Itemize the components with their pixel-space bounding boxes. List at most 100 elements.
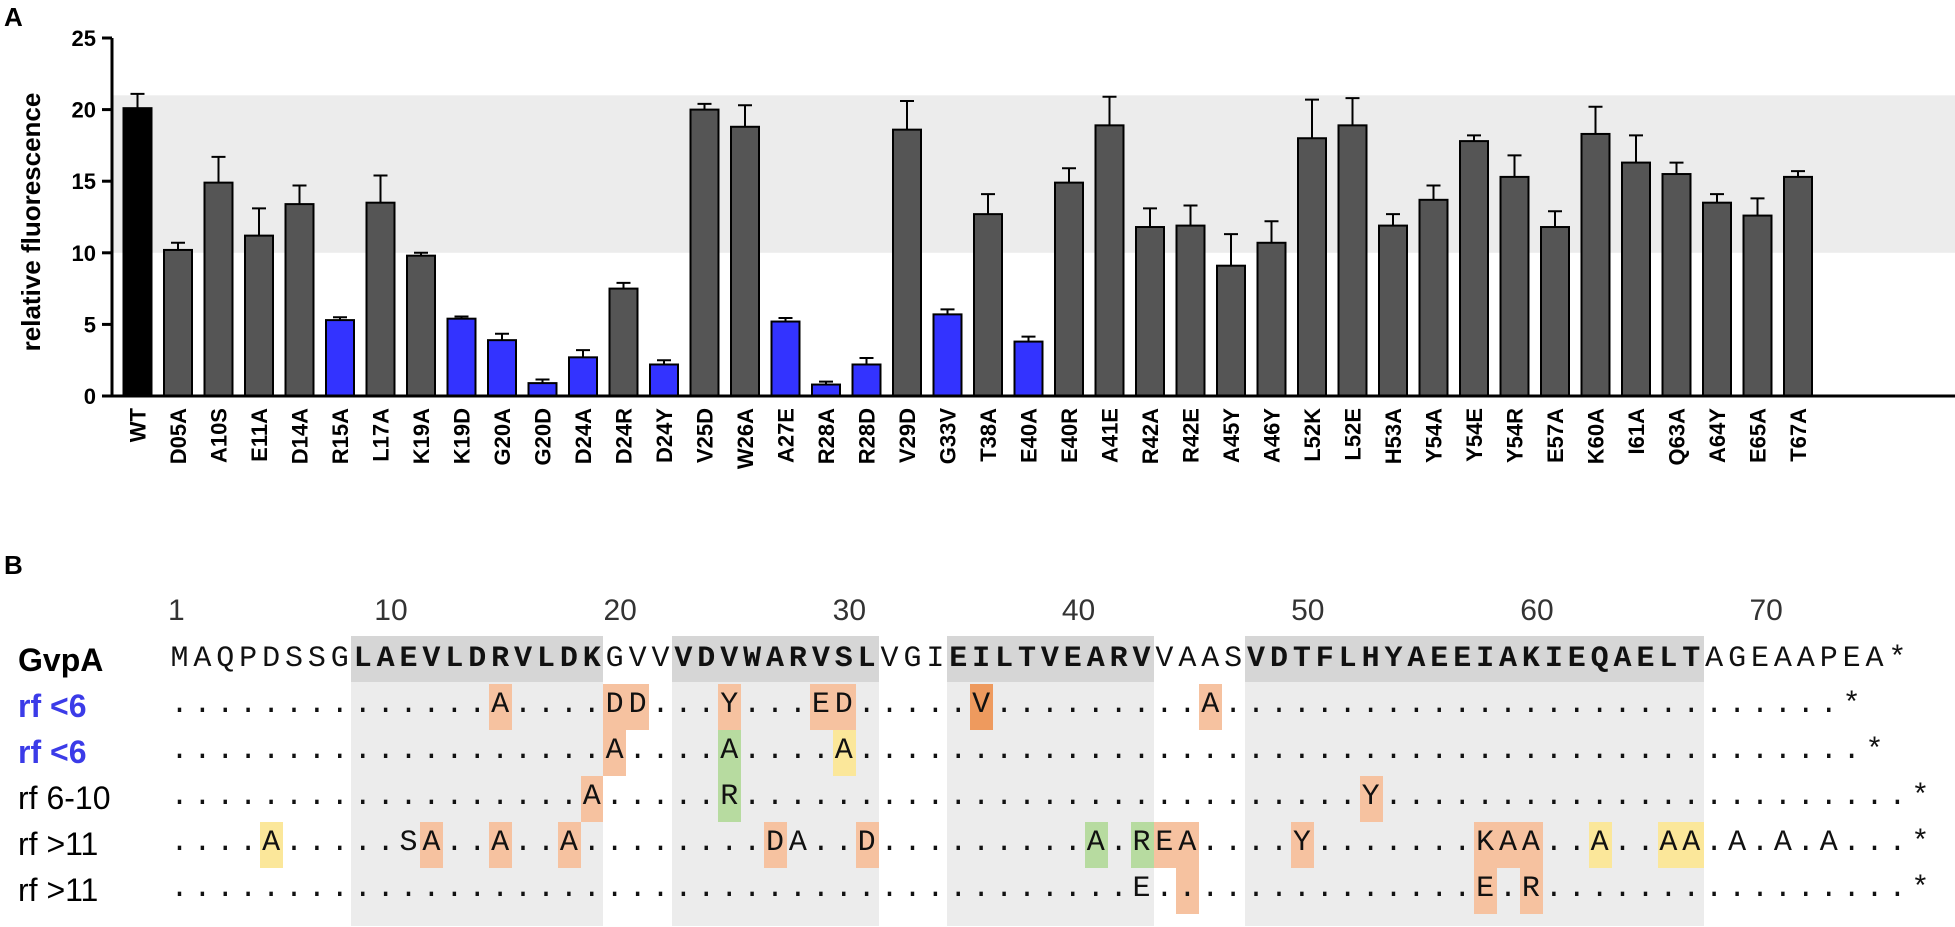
residue: .	[1796, 872, 1815, 906]
residue: .	[1819, 688, 1838, 722]
residue: .	[1201, 780, 1220, 814]
residue: R	[788, 642, 807, 676]
residue: V	[628, 642, 647, 676]
bar-Q63A	[1661, 173, 1692, 397]
residue: .	[1842, 826, 1861, 860]
residue-highlight	[855, 822, 879, 868]
residue: .	[1407, 780, 1426, 814]
bar-chart: WT D05A A10S E11A D14A R15A L17A K19A K19D G20A G2…	[16, 26, 1955, 469]
residue: .	[903, 734, 922, 768]
residue: .	[445, 688, 464, 722]
residue: .	[697, 688, 716, 722]
residue: P	[239, 642, 258, 676]
residue: .	[743, 826, 762, 860]
x-tick-label: WT	[126, 407, 151, 442]
residue-number: 30	[832, 594, 867, 627]
residue: .	[1109, 734, 1128, 768]
residue: A	[1705, 642, 1724, 676]
residue: .	[582, 688, 601, 722]
residue: .	[1750, 780, 1769, 814]
residue: .	[376, 688, 395, 722]
residue: .	[1636, 688, 1655, 722]
bar-D05A	[163, 248, 193, 397]
residue: .	[1430, 688, 1449, 722]
residue: .	[1453, 872, 1472, 906]
residue: .	[1247, 780, 1266, 814]
bar-G33V	[932, 313, 963, 398]
y-tick-label: 25	[72, 26, 96, 51]
residue: *	[1888, 642, 1907, 676]
residue: .	[1361, 872, 1380, 906]
residue: .	[628, 734, 647, 768]
x-tick-label: E11A	[247, 408, 272, 462]
error-bar-V25D	[697, 102, 712, 110]
residue: .	[1063, 734, 1082, 768]
residue: .	[743, 780, 762, 814]
residue-highlight	[718, 684, 741, 730]
error-bar-A41E	[1102, 95, 1117, 126]
residue: R	[1521, 872, 1540, 906]
residue-highlight	[1657, 822, 1681, 868]
residue: .	[697, 872, 716, 906]
residue: .	[1773, 780, 1792, 814]
residue: A	[1819, 826, 1838, 860]
residue: .	[284, 688, 303, 722]
residue: .	[170, 734, 189, 768]
residue: L	[1338, 642, 1357, 676]
residue: .	[972, 780, 991, 814]
residue: E	[1453, 642, 1472, 676]
x-tick-label: H53A	[1381, 408, 1406, 464]
residue: V	[651, 642, 670, 676]
error-bar-W26A	[738, 104, 752, 127]
residue-highlight	[1497, 822, 1521, 868]
residue: .	[1705, 688, 1724, 722]
residue-highlight	[763, 822, 787, 868]
residue: E	[811, 688, 830, 722]
residue: .	[491, 872, 510, 906]
residue: .	[468, 688, 487, 722]
residue: V	[1132, 642, 1151, 676]
residue: .	[697, 780, 716, 814]
residue: .	[559, 872, 578, 906]
residue: .	[284, 734, 303, 768]
residue: V	[720, 642, 739, 676]
residue: .	[1338, 734, 1357, 768]
residue: .	[674, 826, 693, 860]
residue-highlight	[557, 822, 581, 868]
residue: T	[1682, 642, 1701, 676]
residue: A	[1659, 826, 1678, 860]
residue: .	[1750, 734, 1769, 768]
error-bar-A27E	[778, 316, 793, 322]
residue: .	[1865, 826, 1884, 860]
bar-Y54E	[1459, 140, 1489, 397]
bar-L52E	[1337, 124, 1368, 398]
residue: A	[1521, 826, 1540, 860]
residue: .	[1384, 826, 1403, 860]
residue: .	[674, 734, 693, 768]
residue: A	[1682, 826, 1701, 860]
residue: .	[1224, 734, 1243, 768]
bar-E65A	[1742, 214, 1773, 397]
error-bar-H53A	[1386, 213, 1400, 226]
residue: .	[857, 872, 876, 906]
residue: E	[1132, 872, 1151, 906]
error-bar-E40A	[1021, 335, 1036, 342]
bar-D24A	[568, 356, 598, 397]
residue: .	[1201, 826, 1220, 860]
residue: .	[949, 780, 968, 814]
error-bar-E11A	[252, 207, 266, 236]
x-tick-label: L17A	[369, 408, 394, 462]
residue: E	[1155, 826, 1174, 860]
x-tick-label: Y54E	[1462, 408, 1487, 462]
residue: A	[262, 826, 281, 860]
y-tick-label: 15	[72, 169, 96, 194]
residue: .	[674, 872, 693, 906]
x-tick-label: I61A	[1624, 408, 1649, 455]
residue: A	[1201, 688, 1220, 722]
bar-G20A	[487, 339, 517, 398]
error-bar-Q63A	[1669, 161, 1684, 175]
residue: .	[536, 734, 555, 768]
residue: .	[743, 872, 762, 906]
error-bar-G33V	[940, 308, 955, 315]
